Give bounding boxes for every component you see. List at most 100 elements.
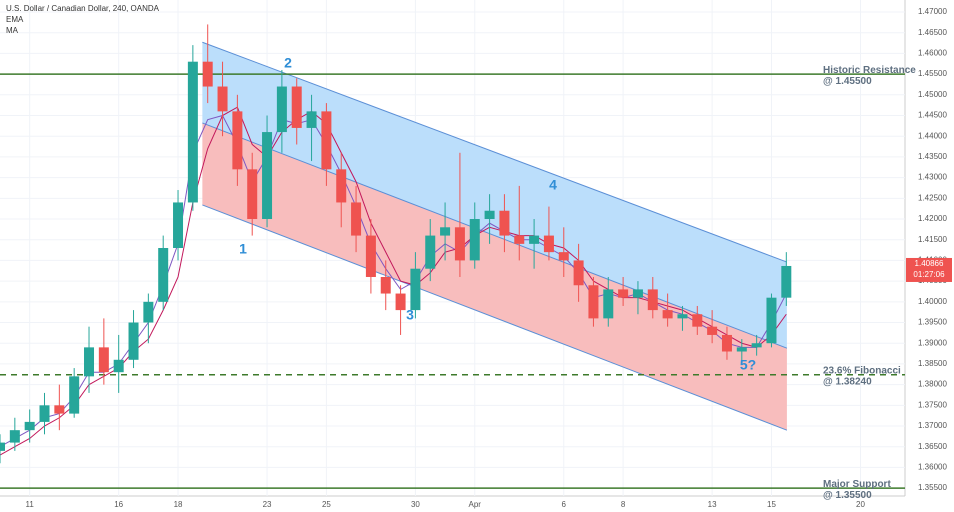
y-tick-label: 1.45000: [918, 90, 947, 99]
y-tick-label: 1.36000: [918, 463, 947, 472]
candle-body: [395, 293, 406, 311]
candle-body: [454, 227, 465, 261]
candle-body: [529, 235, 540, 244]
y-tick-label: 1.42500: [918, 193, 947, 202]
y-tick-label: 1.35500: [918, 483, 947, 492]
y-tick-label: 1.40000: [918, 297, 947, 306]
y-tick-label: 1.44000: [918, 131, 947, 140]
candle-body: [84, 347, 95, 377]
price-tag-value: 1.40866: [915, 259, 944, 268]
x-tick-label: 13: [708, 500, 717, 509]
candle-body: [128, 322, 139, 360]
candle-body: [336, 169, 347, 203]
candle-body: [499, 210, 510, 236]
candle-body: [262, 132, 273, 220]
wave-label: 1: [239, 241, 247, 257]
candle-body: [365, 235, 376, 277]
candle-body: [410, 268, 421, 311]
level-label: Historic Resistance: [823, 65, 916, 76]
candle-body: [632, 289, 643, 298]
channel-upper-area: [202, 42, 787, 349]
candle-body: [39, 405, 50, 422]
candle-body: [24, 421, 35, 431]
candle-body: [54, 405, 65, 414]
candle-body: [291, 86, 302, 128]
candle-body: [707, 326, 718, 335]
wave-label: 2: [284, 55, 292, 71]
y-tick-label: 1.47000: [918, 7, 947, 16]
y-tick-label: 1.43500: [918, 152, 947, 161]
x-tick-label: 15: [767, 500, 776, 509]
candle-body: [558, 252, 569, 261]
candle-body: [692, 314, 703, 327]
wave-label: 4: [549, 177, 557, 193]
candle-body: [736, 347, 747, 352]
candle-body: [321, 111, 332, 170]
x-tick-label: 20: [856, 500, 865, 509]
chart-title: U.S. Dollar / Canadian Dollar, 240, OAND…: [6, 4, 160, 13]
candle-body: [187, 61, 198, 203]
x-tick-label: 18: [174, 500, 183, 509]
y-tick-label: 1.37500: [918, 400, 947, 409]
level-label: @ 1.38240: [823, 376, 872, 387]
y-tick-label: 1.39000: [918, 338, 947, 347]
candle-body: [662, 310, 673, 319]
level-label: @ 1.35500: [823, 490, 872, 501]
x-tick-label: 8: [621, 500, 626, 509]
x-tick-label: 23: [263, 500, 272, 509]
y-tick-label: 1.43000: [918, 173, 947, 182]
candle-body: [306, 111, 317, 128]
channel-line: [202, 122, 788, 349]
candle-body: [217, 86, 228, 112]
candle-body: [247, 169, 258, 220]
candle-body: [484, 210, 495, 220]
candle-body: [425, 235, 436, 269]
y-tick-label: 1.36500: [918, 442, 947, 451]
candle-body: [751, 343, 762, 348]
candle-body: [351, 202, 362, 236]
candle-body: [276, 86, 287, 133]
level-label: 23.6% Fibonacci: [823, 365, 901, 376]
candle-body: [781, 265, 792, 298]
legend-entry: MA: [6, 26, 19, 35]
y-tick-label: 1.46500: [918, 28, 947, 37]
x-tick-label: 6: [562, 500, 567, 509]
wave-label: 3: [406, 307, 414, 323]
y-tick-label: 1.45500: [918, 69, 947, 78]
y-tick-label: 1.46000: [918, 49, 947, 58]
candle-body: [647, 289, 658, 311]
candle-body: [158, 248, 169, 302]
candle-body: [603, 289, 614, 319]
y-tick-label: 1.37000: [918, 421, 947, 430]
candle-body: [766, 297, 777, 344]
legend-entry: EMA: [6, 15, 24, 24]
x-tick-label: 11: [26, 500, 35, 509]
x-tick-label: 30: [411, 500, 420, 509]
price-tag-countdown: 01:27:06: [913, 270, 945, 279]
candle-body: [514, 235, 525, 244]
candle-body: [143, 301, 154, 323]
candle-body: [202, 61, 213, 87]
candle-body: [677, 314, 688, 319]
y-tick-label: 1.39500: [918, 318, 947, 327]
channel-line: [202, 204, 788, 431]
candle-body: [113, 359, 124, 373]
candle-body: [543, 235, 554, 253]
candle-body: [469, 219, 480, 261]
channel-lower-area: [202, 122, 787, 431]
candle-body: [380, 276, 391, 294]
candle-body: [573, 260, 584, 286]
candle-body: [9, 430, 20, 443]
candle-body: [98, 347, 109, 373]
candle-body: [69, 376, 80, 414]
y-tick-label: 1.44500: [918, 111, 947, 120]
candle-body: [0, 442, 5, 451]
candle-body: [173, 202, 184, 248]
y-tick-label: 1.41500: [918, 235, 947, 244]
price-tag: [906, 257, 952, 282]
level-label: @ 1.45500: [823, 76, 872, 87]
y-tick-label: 1.38500: [918, 359, 947, 368]
candle-body: [588, 285, 599, 319]
x-tick-label: Apr: [469, 500, 482, 509]
